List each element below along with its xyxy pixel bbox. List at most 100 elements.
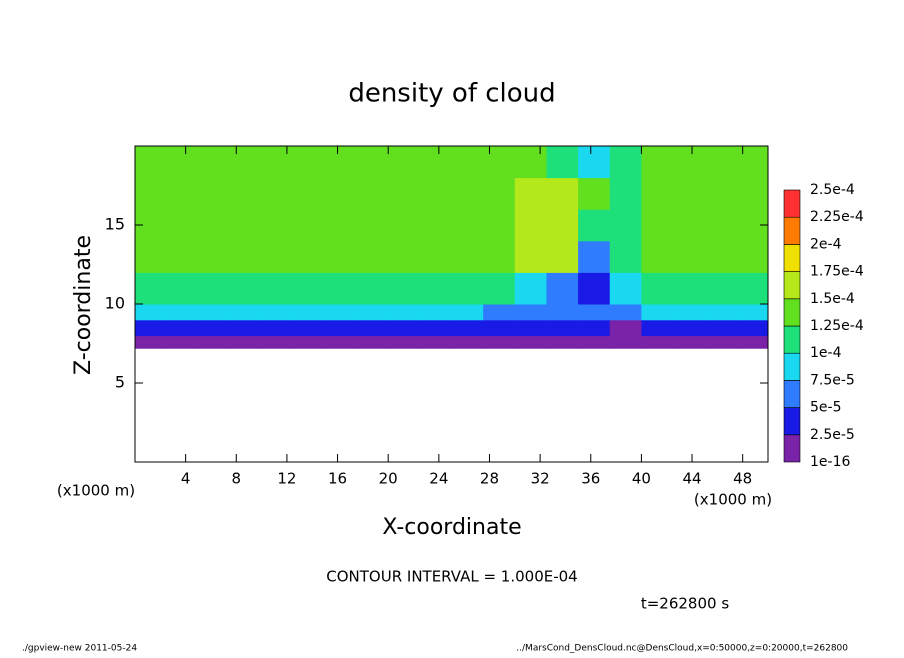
cell [229, 319, 263, 337]
cell [261, 240, 294, 273]
x-axis-label: X-coordinate [382, 515, 521, 540]
cell [324, 335, 358, 349]
cell [388, 304, 421, 321]
x-tick-label: 32 [531, 470, 550, 488]
cell [293, 335, 326, 349]
cell [356, 146, 389, 179]
x-tick-label: 48 [733, 470, 752, 488]
cell [198, 177, 231, 210]
cell [546, 177, 579, 210]
x-tick-label: 8 [232, 470, 242, 488]
cell [388, 177, 421, 210]
cell [135, 240, 168, 273]
cell [451, 146, 484, 179]
cell [514, 177, 547, 210]
cell [451, 304, 484, 321]
cell [483, 240, 516, 273]
colorbar-label: 2e-4 [810, 236, 842, 252]
colorbar-box [783, 216, 801, 245]
cell [704, 209, 737, 242]
cell [166, 272, 199, 305]
y-axis-label: Z-coordinate [71, 235, 96, 375]
cell [356, 177, 389, 210]
colorbar-box [783, 298, 801, 327]
footer-right: ../MarsCond_DensCloud.nc@DensCloud,x=0:5… [516, 644, 848, 654]
cell [324, 272, 358, 305]
cell [673, 272, 706, 305]
cell [229, 304, 263, 321]
cell [673, 209, 706, 242]
y-scale-label: (x1000 m) [57, 482, 135, 500]
y-tick-label: 15 [105, 215, 125, 234]
cell [609, 272, 642, 305]
x-tick-label: 16 [328, 470, 347, 488]
colorbar-box [783, 380, 801, 408]
cell [324, 177, 358, 210]
colorbar-label: 5e-5 [810, 400, 841, 416]
cell [514, 146, 547, 179]
cell [609, 177, 642, 210]
cell [166, 146, 199, 179]
cell [451, 272, 484, 305]
cell [704, 335, 737, 349]
cell [514, 209, 547, 242]
cell [704, 272, 737, 305]
cell [166, 304, 199, 321]
colorbar-label: 1.75e-4 [810, 264, 864, 280]
cell [641, 209, 674, 242]
cell [673, 319, 706, 337]
cell [135, 272, 168, 305]
cell [514, 319, 547, 337]
cell [609, 209, 642, 242]
cell [166, 240, 199, 273]
cell [578, 304, 611, 321]
cell [388, 319, 421, 337]
cell [356, 272, 389, 305]
cell [483, 177, 516, 210]
cell [198, 146, 231, 179]
cell [356, 304, 389, 321]
cell [641, 146, 674, 179]
cell [673, 335, 706, 349]
cell [419, 177, 452, 210]
cell [451, 177, 484, 210]
cell [673, 177, 706, 210]
cell [609, 319, 642, 337]
cell [736, 146, 769, 179]
colorbar-box [783, 244, 801, 272]
cell [546, 146, 579, 179]
cell [736, 272, 769, 305]
cell [135, 177, 168, 210]
cell [229, 146, 263, 179]
cell [419, 146, 452, 179]
x-tick-label: 20 [379, 470, 398, 488]
cell [673, 304, 706, 321]
colorbar-box [783, 434, 801, 463]
cell [356, 240, 389, 273]
cell [483, 335, 516, 349]
colorbar-label: 1.5e-4 [810, 291, 855, 307]
cell [483, 304, 516, 321]
cell [135, 146, 168, 179]
cell [483, 209, 516, 242]
cell [135, 304, 168, 321]
cell [229, 209, 263, 242]
cell [578, 272, 611, 305]
cell [261, 335, 294, 349]
colorbar-label: 7.5e-5 [810, 372, 855, 388]
cell [673, 240, 706, 273]
colorbar-label: 1.25e-4 [810, 318, 864, 334]
cell [229, 240, 263, 273]
cell [293, 146, 326, 179]
cell [641, 272, 674, 305]
cell [736, 240, 769, 273]
cell [736, 319, 769, 337]
cell [356, 335, 389, 349]
cell [546, 272, 579, 305]
cell [736, 304, 769, 321]
cell [388, 335, 421, 349]
cell [673, 146, 706, 179]
cell [324, 304, 358, 321]
cell [704, 319, 737, 337]
